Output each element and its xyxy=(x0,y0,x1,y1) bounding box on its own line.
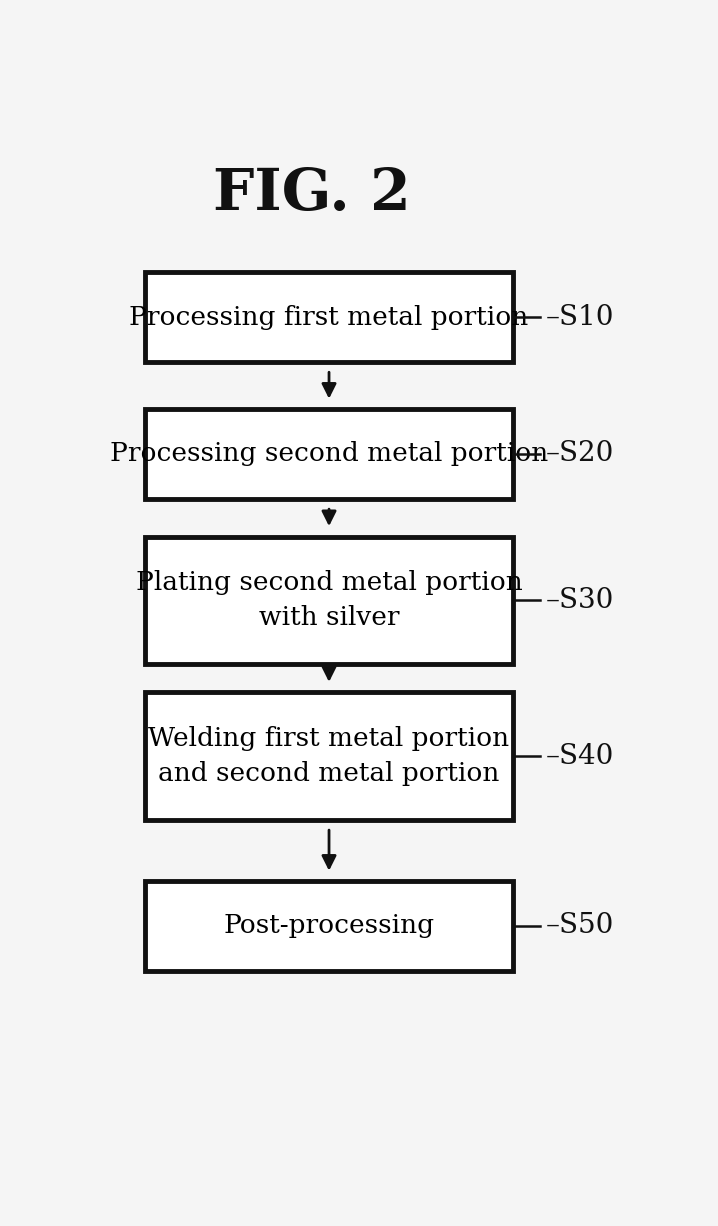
Bar xyxy=(145,693,513,820)
Text: –S40: –S40 xyxy=(546,743,615,770)
Text: Processing first metal portion: Processing first metal portion xyxy=(129,304,528,330)
Text: Processing second metal portion: Processing second metal portion xyxy=(110,441,548,466)
Text: –S30: –S30 xyxy=(546,587,615,614)
Text: –S50: –S50 xyxy=(546,912,615,939)
Text: –S10: –S10 xyxy=(546,304,615,331)
Bar xyxy=(145,537,513,664)
Text: Post-processing: Post-processing xyxy=(223,913,434,938)
Text: Plating second metal portion
with silver: Plating second metal portion with silver xyxy=(136,570,523,630)
Text: –S20: –S20 xyxy=(546,440,615,467)
Bar xyxy=(145,881,513,971)
Bar xyxy=(145,272,513,362)
Text: Welding first metal portion
and second metal portion: Welding first metal portion and second m… xyxy=(149,726,510,786)
Text: FIG. 2: FIG. 2 xyxy=(213,167,411,222)
Bar xyxy=(145,409,513,499)
